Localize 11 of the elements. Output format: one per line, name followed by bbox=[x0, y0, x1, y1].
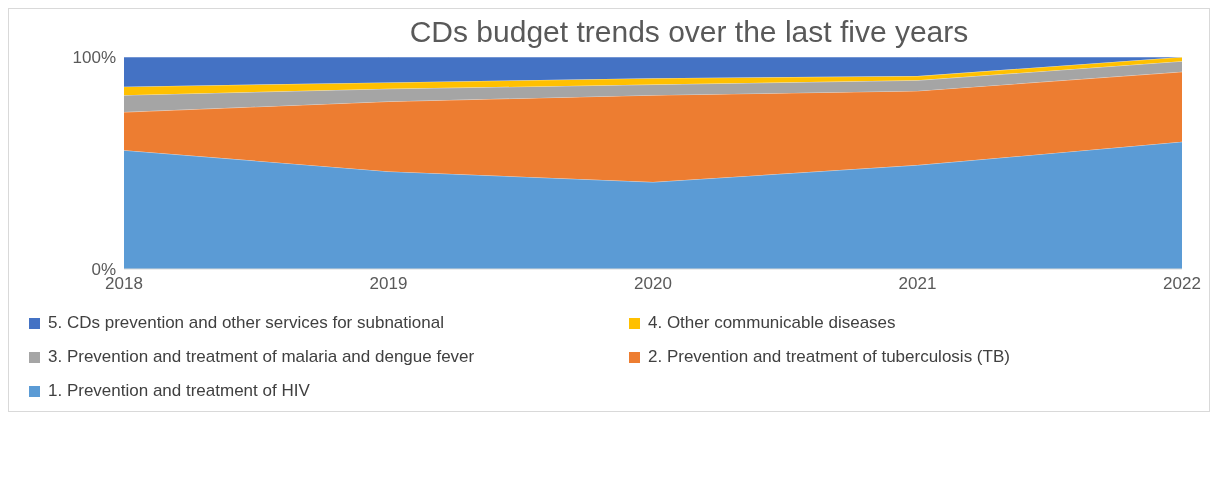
legend-label: 5. CDs prevention and other services for subnational bbox=[48, 313, 444, 333]
x-tick-label: 2020 bbox=[634, 274, 672, 294]
legend-label: 1. Prevention and treatment of HIV bbox=[48, 381, 310, 401]
legend-label: 2. Prevention and treatment of tuberculosis (TB) bbox=[648, 347, 1010, 367]
x-tick-label: 2019 bbox=[369, 274, 408, 294]
legend-label: 4. Other communicable diseases bbox=[648, 313, 896, 333]
y-tick-label: 100% bbox=[72, 48, 116, 68]
x-tick-label: 2021 bbox=[898, 274, 937, 294]
legend-label: 3. Prevention and treatment of malaria and dengue fever bbox=[48, 347, 475, 367]
chart-title: CDs budget trends over the last five years bbox=[408, 15, 970, 49]
x-tick-label: 2022 bbox=[1163, 274, 1201, 294]
